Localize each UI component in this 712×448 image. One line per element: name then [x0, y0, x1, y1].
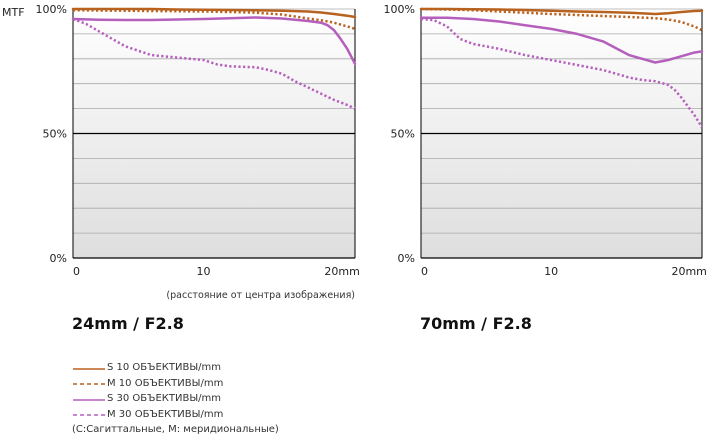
series-line-m10 — [420, 7, 703, 32]
chart-24mm: 0% 50% 100% 0 10 20mm MTF (расстояние от цен… — [2, 3, 360, 301]
series-line-s30 — [419, 16, 704, 64]
y-tick-labels: 0% 50% 100% — [384, 3, 415, 265]
y-tick-label: 50% — [391, 128, 415, 141]
legend-footnote: (С:Сагиттальные, M: меридиональные) — [72, 424, 279, 435]
legend-swatch — [73, 414, 105, 416]
legend-swatch — [73, 399, 105, 401]
series-layer — [71, 7, 357, 110]
y-tick-labels: 0% 50% 100% — [36, 3, 67, 265]
x-tick-label: 10 — [544, 265, 558, 278]
x-axis-note: (расстояние от центра изображения) — [166, 290, 355, 301]
y-tick-label: 0% — [50, 252, 67, 265]
series-line-s30 — [71, 16, 357, 66]
x-tick-labels: 0 10 20mm — [73, 265, 360, 278]
legend-label: M 10 ОБЪЕКТИВЫ/mm — [107, 377, 224, 389]
y-tick-label: 0% — [398, 252, 415, 265]
chart-title-24mm: 24mm / F2.8 — [72, 314, 184, 333]
series-line-m10 — [72, 8, 356, 31]
legend: S 10 ОБЪЕКТИВЫ/mm M 10 ОБЪЕКТИВЫ/mm S 30… — [72, 360, 279, 435]
series-line-m30 — [72, 17, 356, 110]
x-tick-label: 20mm — [671, 265, 706, 278]
legend-item-m10: M 10 ОБЪЕКТИВЫ/mm — [72, 376, 279, 392]
series-layer — [419, 7, 704, 128]
series-line-m30 — [420, 17, 704, 128]
legend-label: S 30 ОБЪЕКТИВЫ/mm — [107, 393, 222, 405]
x-tick-labels: 0 10 20mm — [421, 265, 707, 278]
chart-70mm: 0% 50% 100% 0 10 20mm — [384, 3, 707, 278]
legend-swatch — [73, 383, 105, 385]
series-line-s10 — [71, 7, 357, 19]
x-tick-label: 0 — [421, 265, 428, 278]
x-tick-label: 0 — [73, 265, 80, 278]
legend-label: M 30 ОБЪЕКТИВЫ/mm — [107, 408, 224, 420]
legend-swatch — [73, 368, 105, 370]
grid-lines — [421, 8, 702, 234]
x-tick-label: 10 — [197, 265, 211, 278]
chart-title-70mm: 70mm / F2.8 — [420, 314, 532, 333]
x-tick-label: 20mm — [324, 265, 359, 278]
legend-item-m30: M 30 ОБЪЕКТИВЫ/mm — [72, 407, 279, 423]
legend-item-s10: S 10 ОБЪЕКТИВЫ/mm — [72, 360, 279, 376]
y-tick-label: 50% — [43, 128, 67, 141]
y-tick-label: 100% — [384, 3, 415, 16]
legend-item-s30: S 30 ОБЪЕКТИВЫ/mm — [72, 391, 279, 407]
y-axis-title: MTF — [2, 6, 25, 19]
legend-label: S 10 ОБЪЕКТИВЫ/mm — [107, 362, 222, 374]
y-tick-label: 100% — [36, 3, 67, 16]
